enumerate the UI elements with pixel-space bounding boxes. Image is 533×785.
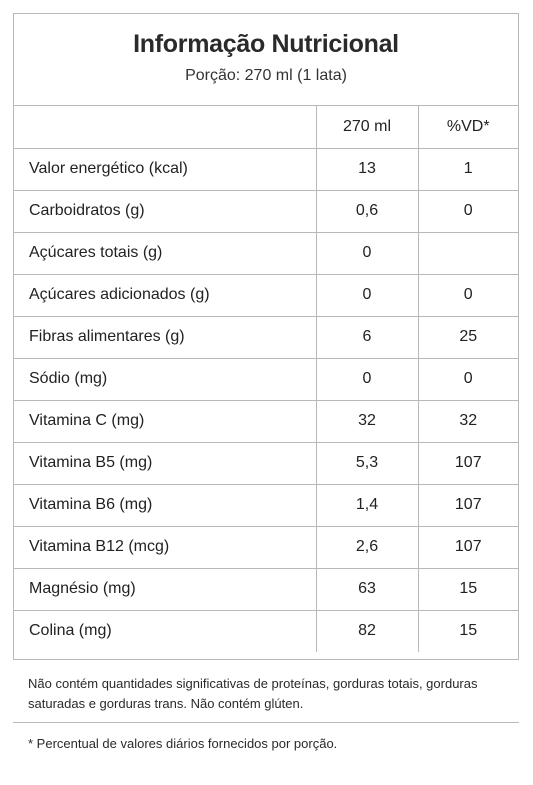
nutrient-label: Magnésio (mg) [14, 567, 316, 610]
nutrient-label: Colina (mg) [14, 609, 316, 652]
daily-value-percent: 107 [417, 441, 518, 484]
nutrition-facts-panel: Informação Nutricional Porção: 270 ml (1… [13, 13, 519, 660]
daily-value-percent: 0 [417, 357, 518, 400]
table-row: Vitamina B5 (mg) 5,3 107 [14, 441, 518, 484]
quantity-value: 82 [315, 609, 418, 652]
nutrient-label: Vitamina B6 (mg) [14, 483, 316, 526]
quantity-value: 1,4 [315, 483, 418, 526]
table-row: Valor energético (kcal) 13 1 [14, 147, 518, 190]
column-header-quantity: 270 ml [315, 106, 418, 148]
table-row: Carboidratos (g) 0,6 0 [14, 189, 518, 232]
table-row: Açúcares adicionados (g) 0 0 [14, 273, 518, 316]
nutrient-label: Vitamina B5 (mg) [14, 441, 316, 484]
nutrient-label: Carboidratos (g) [14, 189, 316, 232]
daily-value-percent: 32 [417, 399, 518, 442]
daily-value-percent: 15 [417, 609, 518, 652]
table-row: Vitamina B6 (mg) 1,4 107 [14, 483, 518, 526]
nutrition-table: 270 ml %VD* Valor energético (kcal) 13 1 Ca… [14, 106, 518, 652]
daily-value-footnote: * Percentual de valores diários fornecid… [28, 736, 338, 751]
table-row: Colina (mg) 82 15 [14, 609, 518, 652]
daily-value-percent: 1 [417, 147, 518, 190]
nutrient-label: Fibras alimentares (g) [14, 315, 316, 358]
nutrient-label: Vitamina C (mg) [14, 399, 316, 442]
table-row: Fibras alimentares (g) 6 25 [14, 315, 518, 358]
allergen-note: Não contém quantidades significativas de… [28, 676, 478, 711]
quantity-value: 32 [315, 399, 418, 442]
nutrient-label: Sódio (mg) [14, 357, 316, 400]
daily-value-percent [417, 231, 518, 274]
daily-value-percent: 107 [417, 525, 518, 568]
quantity-value: 0 [315, 357, 418, 400]
quantity-value: 0 [315, 231, 418, 274]
table-row: Magnésio (mg) 63 15 [14, 567, 518, 610]
column-header-nutrient [14, 106, 316, 148]
table-row: Vitamina C (mg) 32 32 [14, 399, 518, 442]
daily-value-percent: 15 [417, 567, 518, 610]
nutrient-label: Açúcares totais (g) [14, 231, 316, 274]
daily-value-percent: 0 [417, 273, 518, 316]
quantity-value: 13 [315, 147, 418, 190]
nutrient-label: Vitamina B12 (mcg) [14, 525, 316, 568]
table-row: Sódio (mg) 0 0 [14, 357, 518, 400]
nutrient-label: Valor energético (kcal) [14, 147, 316, 190]
daily-value-percent: 25 [417, 315, 518, 358]
nutrition-header: Informação Nutricional Porção: 270 ml (1… [14, 14, 518, 106]
nutrient-label: Açúcares adicionados (g) [14, 273, 316, 316]
quantity-value: 0,6 [315, 189, 418, 232]
quantity-value: 6 [315, 315, 418, 358]
daily-value-percent: 107 [417, 483, 518, 526]
divider [13, 722, 519, 723]
quantity-value: 2,6 [315, 525, 418, 568]
table-row: Açúcares totais (g) 0 [14, 231, 518, 274]
quantity-value: 0 [315, 273, 418, 316]
daily-value-percent: 0 [417, 189, 518, 232]
nutrition-title: Informação Nutricional [133, 30, 399, 58]
column-header-daily-value: %VD* [417, 106, 518, 148]
quantity-value: 63 [315, 567, 418, 610]
table-row: Vitamina B12 (mcg) 2,6 107 [14, 525, 518, 568]
quantity-value: 5,3 [315, 441, 418, 484]
serving-size: Porção: 270 ml (1 lata) [185, 67, 347, 84]
table-header-row: 270 ml %VD* [14, 106, 518, 148]
